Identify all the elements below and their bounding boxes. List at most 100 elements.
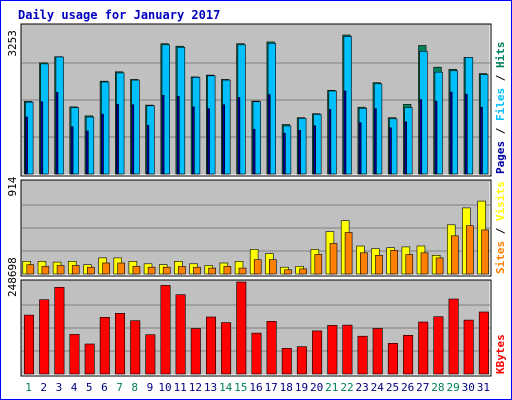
x-tick-label-day: 29 (446, 381, 459, 394)
bar-sites (466, 225, 474, 275)
bar-kbytes (296, 346, 307, 375)
bar-kbytes (463, 319, 474, 375)
bar-sites (193, 266, 201, 275)
bar-kbytes (312, 330, 323, 375)
x-tick-label-day: 7 (116, 381, 123, 394)
x-tick-label-day: 2 (40, 381, 47, 394)
bar-pages (222, 104, 226, 175)
x-axis-day-labels: 1 2 3 4 5 6 7 8 9 10 11 12 13 14 15 16 17 18 19 20 21 22 23 24 2… (25, 381, 490, 394)
legend-entry-sites: Sites (494, 241, 507, 274)
bar-sites (117, 262, 125, 275)
bar-pages (176, 96, 180, 175)
bar-kbytes (39, 299, 50, 375)
bar-pages (389, 127, 392, 175)
bar-kbytes (372, 328, 383, 375)
chart-panels: 3253 Pages / Files / Hits 914 Sites / Visit… (6, 23, 507, 377)
bar-pages (237, 97, 241, 175)
bar-kbytes (327, 325, 338, 375)
bar-sites (314, 254, 323, 275)
x-tick-label-day: 20 (310, 381, 323, 394)
bar-sites (450, 235, 459, 275)
panel-kbytes: 248698 KBytes (6, 257, 507, 377)
bar-sites (56, 265, 65, 275)
bar-pages (404, 121, 408, 175)
bar-sites (223, 266, 232, 275)
bar-sites (26, 264, 35, 275)
x-tick-label-day: 16 (249, 381, 262, 394)
bar-sites (147, 266, 156, 275)
bar-pages (434, 100, 438, 175)
panel-visits-sites: 914 Sites / Visits (6, 176, 507, 277)
bar-pages (282, 132, 286, 175)
x-tick-label-day: 17 (265, 381, 278, 394)
bar-pages (101, 113, 104, 175)
x-tick-label-day: 24 (371, 381, 385, 394)
bar-kbytes (160, 285, 171, 375)
bar-sites (162, 266, 171, 275)
bar-kbytes (357, 335, 368, 375)
x-tick-label-day: 8 (131, 381, 138, 394)
x-tick-label-day: 3 (56, 381, 63, 394)
bar-pages (343, 90, 347, 175)
bar-pages (207, 108, 210, 175)
bar-sites (208, 267, 216, 275)
x-tick-label-day: 25 (386, 381, 399, 394)
bar-pages (298, 130, 301, 175)
legend-entry-files: Files (494, 88, 507, 128)
x-tick-label-day: 21 (325, 381, 338, 394)
bar-kbytes (478, 311, 489, 375)
bar-pages (464, 93, 468, 175)
legend-separator: / (494, 127, 507, 141)
bar-pages (146, 125, 150, 175)
bar-sites (178, 266, 186, 275)
bar-sites (41, 266, 50, 275)
bar-kbytes (418, 321, 429, 375)
bar-kbytes (23, 314, 34, 375)
bar-pages (25, 116, 28, 175)
x-tick-label-day: 31 (477, 381, 490, 394)
panel-pages-files-hits: 3253 Pages / Files / Hits (6, 23, 507, 177)
x-tick-label-day: 27 (416, 381, 429, 394)
bar-kbytes (448, 298, 459, 375)
x-tick-label-day: 23 (355, 381, 368, 394)
bar-kbytes (175, 294, 186, 375)
legend-kbytes: KBytes (494, 334, 507, 374)
x-tick-label-day: 9 (147, 381, 154, 394)
legend-separator: / (494, 74, 507, 88)
bar-pages (449, 91, 453, 175)
bar-pages (373, 108, 377, 175)
bar-kbytes (145, 334, 156, 375)
bar-kbytes (115, 312, 126, 375)
y-tick-label: 248698 (6, 257, 19, 297)
bar-sites (253, 259, 262, 275)
bar-sites (268, 259, 277, 275)
bar-sites (102, 262, 110, 275)
y-tick-label: 3253 (6, 30, 19, 57)
bar-kbytes (251, 332, 262, 375)
x-tick-label-day: 1 (25, 381, 32, 394)
bar-pages (313, 125, 317, 175)
bar-sites (238, 267, 247, 275)
legend-entry-pages: Pages (494, 141, 507, 174)
x-tick-label-day: 6 (101, 381, 108, 394)
bar-kbytes (266, 320, 277, 375)
bar-sites (375, 255, 383, 275)
bar-pages (131, 104, 135, 175)
bar-kbytes (54, 286, 65, 375)
bar-pages (116, 104, 119, 175)
x-tick-label-day: 10 (158, 381, 171, 394)
bar-pages (70, 126, 74, 175)
x-tick-label-day: 4 (71, 381, 78, 394)
bar-pages (419, 99, 423, 175)
chart-title: Daily usage for January 2017 (18, 8, 220, 22)
x-tick-label-day: 15 (234, 381, 247, 394)
x-tick-label-day: 30 (462, 381, 475, 394)
bar-kbytes (403, 334, 414, 375)
bar-kbytes (433, 316, 444, 375)
bar-pages (161, 95, 165, 175)
bar-kbytes (221, 322, 232, 375)
bar-kbytes (99, 316, 110, 375)
bar-sites (359, 252, 368, 275)
legend-separator: / (494, 227, 507, 241)
bar-sites (405, 254, 414, 275)
